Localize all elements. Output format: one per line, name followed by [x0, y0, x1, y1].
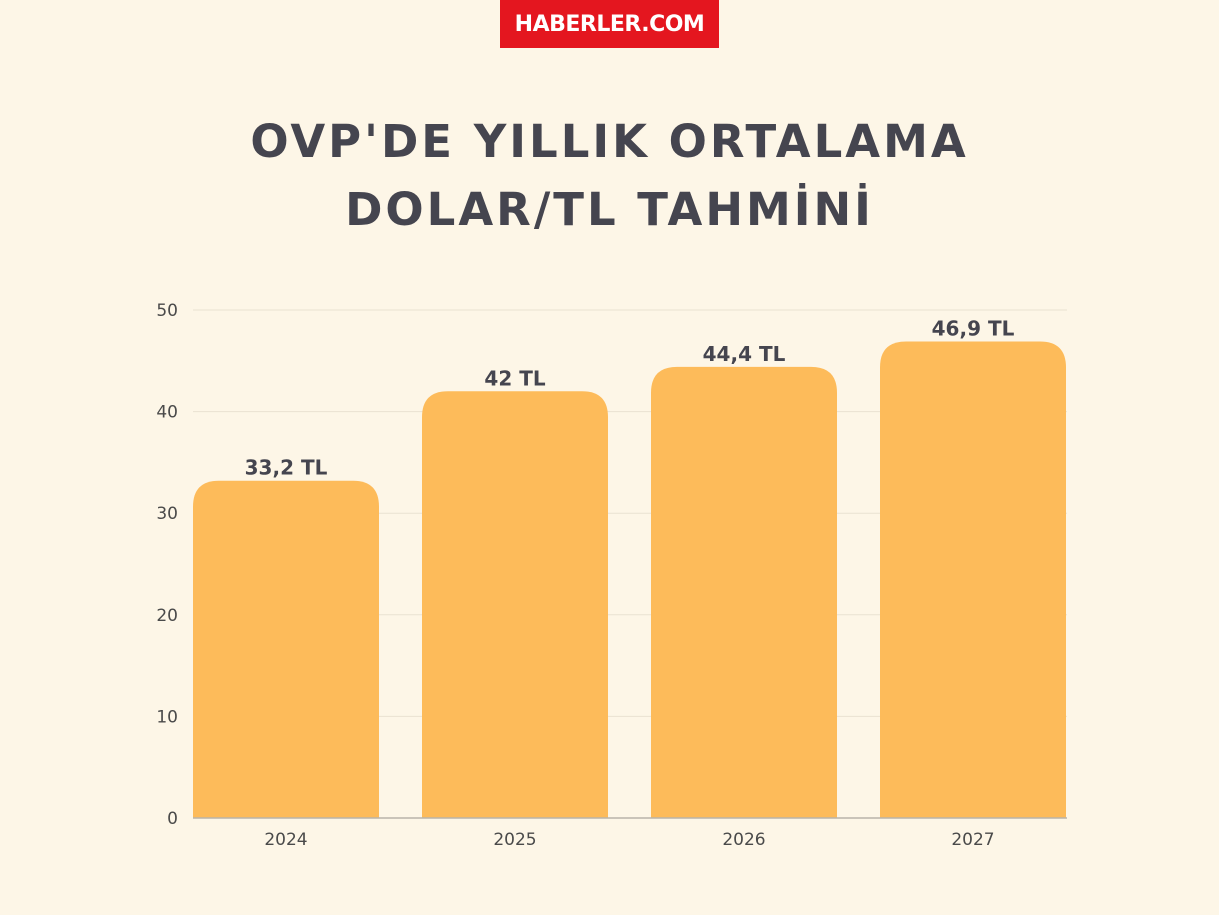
data-label-2026: 44,4 TL — [703, 342, 786, 366]
y-tick-label-10: 10 — [156, 707, 178, 727]
data-label-2025: 42 TL — [484, 366, 545, 390]
bar-2027 — [880, 341, 1066, 818]
x-tick-label-2027: 2027 — [951, 830, 994, 850]
chart-title: OVP'DE YILLIK ORTALAMA DOLAR/TL TAHMİNİ — [0, 108, 1219, 244]
x-tick-label-2024: 2024 — [264, 830, 307, 850]
y-tick-label-30: 30 — [156, 504, 178, 524]
chart-title-line-1: OVP'DE YILLIK ORTALAMA — [250, 115, 969, 168]
bar-2025 — [422, 391, 608, 818]
y-tick-label-40: 40 — [156, 403, 178, 423]
data-label-2024: 33,2 TL — [245, 456, 328, 480]
x-tick-label-2025: 2025 — [493, 830, 536, 850]
bar-2024 — [193, 480, 379, 818]
y-tick-label-50: 50 — [156, 301, 178, 321]
brand-logo-text: HABERLER.COM — [514, 11, 705, 37]
brand-logo: HABERLER.COM — [500, 0, 719, 48]
x-tick-label-2026: 2026 — [722, 830, 765, 850]
y-tick-label-0: 0 — [167, 809, 178, 829]
data-label-2027: 46,9 TL — [932, 316, 1015, 340]
y-tick-label-20: 20 — [156, 606, 178, 626]
bar-2026 — [651, 366, 837, 818]
chart-title-line-2: DOLAR/TL TAHMİNİ — [345, 183, 874, 236]
